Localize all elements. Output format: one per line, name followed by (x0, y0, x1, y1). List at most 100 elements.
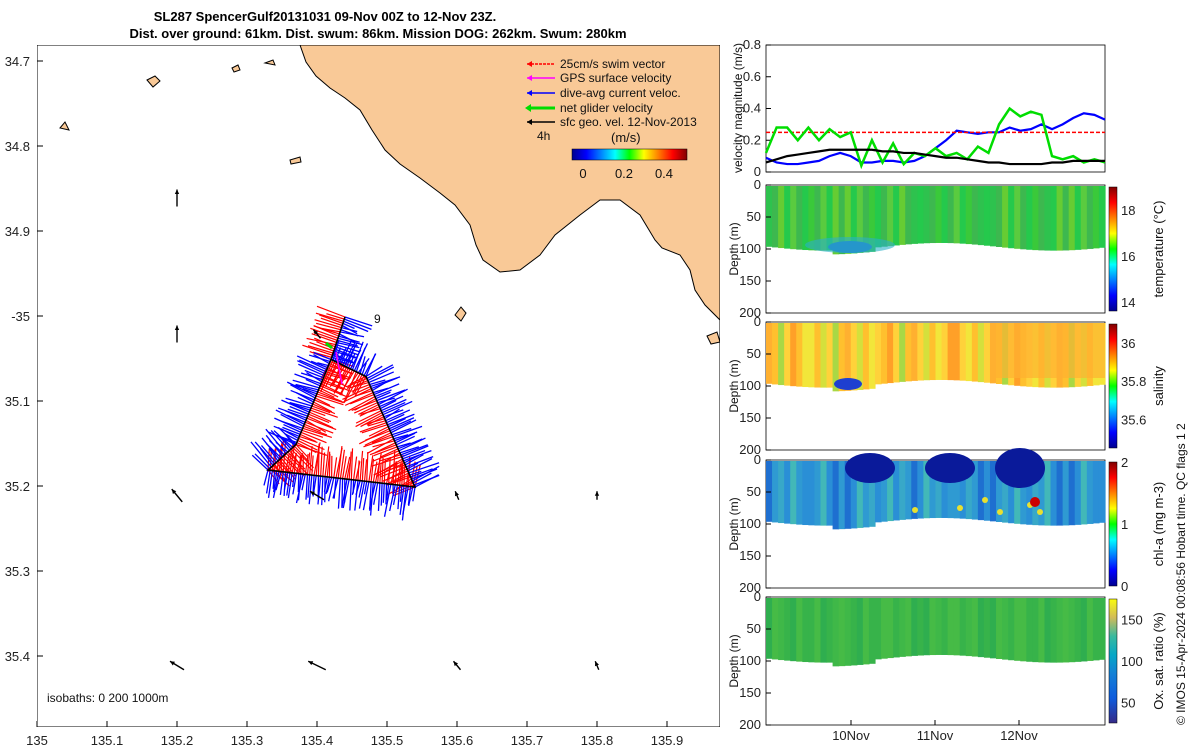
section-y-tick-label: 200 (739, 717, 761, 732)
section-cell (905, 461, 912, 519)
section-x-tick-label: 11Nov (917, 728, 954, 743)
section-cell (996, 186, 1003, 247)
section-cell (899, 461, 906, 520)
colorbar-label: salinity (1151, 366, 1166, 406)
colorbar-tick: 0.4 (655, 166, 673, 181)
current-vector (381, 483, 382, 505)
section-y-tick-label: 150 (739, 685, 761, 700)
section-cell (778, 323, 785, 385)
section-cell (899, 598, 906, 657)
low-chl-patch (845, 453, 895, 483)
fresh-patch (834, 378, 862, 390)
section-cell (1099, 186, 1106, 248)
section-cell (1063, 461, 1070, 525)
map-x-tick-label: 135.8 (581, 733, 614, 748)
section-cell (936, 323, 943, 380)
section-cell (899, 323, 906, 382)
section-cell (984, 186, 991, 246)
chl-spot (957, 505, 963, 511)
section-cell (863, 598, 870, 664)
section-ylabel: Depth (m) (727, 497, 741, 550)
section-cell (948, 323, 955, 380)
chl-spot (912, 507, 918, 513)
chl-spot (982, 497, 988, 503)
section-cell (881, 323, 888, 384)
colorbar-tick-label: 18 (1121, 203, 1135, 218)
section-cell (1014, 598, 1021, 661)
section-cell (1026, 598, 1033, 662)
low-chl-patch (925, 453, 975, 483)
section-y-tick-label: 50 (747, 346, 761, 361)
colorbar-tick-label: 2 (1121, 455, 1128, 470)
section-cell (784, 598, 791, 661)
colorbar-tick-label: 1 (1121, 517, 1128, 532)
map-y-tick-label: 35.4 (5, 649, 30, 664)
map-y-tick-label: 35.3 (5, 564, 30, 579)
section-cell (984, 598, 991, 658)
map-y-tick-label: 35.2 (5, 479, 30, 494)
section-cell (845, 598, 852, 666)
title-line-2: Dist. over ground: 61km. Dist. swum: 86k… (129, 26, 626, 41)
section-cell (1093, 461, 1100, 523)
point-label: 9 (374, 312, 381, 326)
salty-patch (995, 323, 1105, 378)
section-cell (1087, 186, 1094, 249)
section-cell (1069, 598, 1076, 662)
section-cell (960, 186, 967, 244)
map-x-tick-label: 135.6 (441, 733, 474, 748)
section-cell (790, 323, 797, 386)
section-cell (833, 461, 840, 529)
section-cell (875, 186, 882, 247)
speed-colorbar (572, 149, 687, 160)
section-y-tick-label: 100 (739, 241, 761, 256)
section-cell (1075, 598, 1082, 662)
section-cell (833, 598, 840, 666)
section-cell (1057, 461, 1064, 526)
section-y-tick-label: 0 (754, 314, 761, 329)
current-vector (386, 484, 387, 505)
cool-patch (805, 237, 895, 253)
section-cell (1063, 598, 1070, 662)
section-cell (948, 186, 955, 243)
section-cell (954, 323, 961, 380)
section-cell (1057, 598, 1064, 663)
legend-geo-label: sfc geo. vel. 12-Nov-2013 (560, 115, 697, 129)
section-cell (1087, 461, 1094, 524)
section-cell (905, 323, 912, 381)
section-cell (923, 186, 930, 243)
section-cell (1038, 598, 1045, 662)
section-cell (1063, 186, 1070, 250)
section-cell (960, 598, 967, 656)
section-cell (814, 598, 821, 663)
section-cell (766, 598, 773, 659)
map-y-tick-label: 34.7 (5, 54, 30, 69)
section-cell (972, 186, 979, 245)
section-cell (796, 598, 803, 662)
chl-max (1030, 497, 1040, 507)
credit-text: © IMOS 15-Apr-2024 00:08:56 Hobart time.… (1174, 423, 1188, 725)
section-y-tick-label: 150 (739, 273, 761, 288)
map-x-tick-label: 135.1 (91, 733, 124, 748)
section-cell (905, 186, 912, 244)
section-cell (820, 598, 827, 663)
section-cell (1057, 186, 1064, 251)
colorbar-tick-label: 14 (1121, 295, 1135, 310)
map-x-tick-label: 135.5 (371, 733, 404, 748)
section-cell (917, 461, 924, 519)
section-y-tick-label: 0 (754, 452, 761, 467)
section-cell (869, 323, 876, 389)
section-cell (808, 598, 815, 662)
section-x-tick-label: 10Nov (832, 728, 870, 743)
time-label: 4h (537, 129, 550, 143)
section-y-tick-label: 150 (739, 548, 761, 563)
section-cell (808, 323, 815, 387)
section-cell (948, 598, 955, 655)
velocity-y-tick-label: 0.6 (743, 69, 761, 84)
section-cell (839, 598, 846, 666)
section-cell (808, 461, 815, 525)
section-colorbar (1109, 599, 1117, 723)
section-cell (820, 461, 827, 526)
